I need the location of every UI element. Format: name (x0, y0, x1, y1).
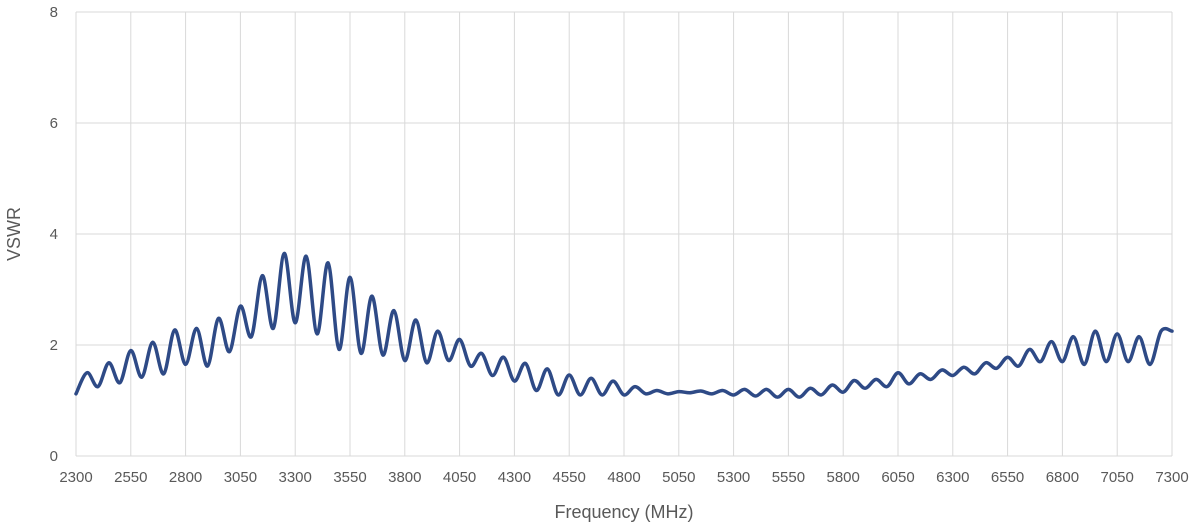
y-tick-label: 6 (50, 115, 58, 132)
y-tick-label: 4 (50, 226, 58, 243)
x-tick-label: 2800 (169, 469, 202, 486)
y-tick-label: 2 (50, 337, 58, 354)
x-tick-label: 4050 (443, 469, 476, 486)
x-axis-title: Frequency (MHz) (554, 502, 693, 522)
x-tick-label: 4300 (498, 469, 531, 486)
y-axis-title: VSWR (4, 207, 24, 261)
x-tick-label: 3800 (388, 469, 421, 486)
vswr-series-line (74, 251, 1174, 399)
grid-lines (75, 11, 1173, 457)
axis-ticks: 2300 2550 2800 3050 3300 3550 3800 4050 4300 4550… (50, 4, 1189, 486)
x-tick-label: 4800 (607, 469, 640, 486)
y-tick-label: 8 (50, 4, 58, 21)
x-tick-label: 5050 (662, 469, 695, 486)
x-tick-label: 7050 (1101, 469, 1134, 486)
x-tick-label: 3300 (279, 469, 312, 486)
x-tick-label: 4550 (553, 469, 586, 486)
x-tick-label: 6550 (991, 469, 1024, 486)
x-tick-label: 5550 (772, 469, 805, 486)
y-tick-label: 0 (50, 448, 58, 465)
x-tick-label: 7300 (1155, 469, 1188, 486)
x-tick-label: 6300 (936, 469, 969, 486)
x-tick-label: 2300 (59, 469, 92, 486)
x-tick-label: 2550 (114, 469, 147, 486)
x-tick-label: 5800 (827, 469, 860, 486)
x-tick-label: 3050 (224, 469, 257, 486)
x-tick-label: 6050 (881, 469, 914, 486)
x-tick-label: 5300 (717, 469, 750, 486)
x-tick-label: 6800 (1046, 469, 1079, 486)
x-tick-label: 3550 (333, 469, 366, 486)
